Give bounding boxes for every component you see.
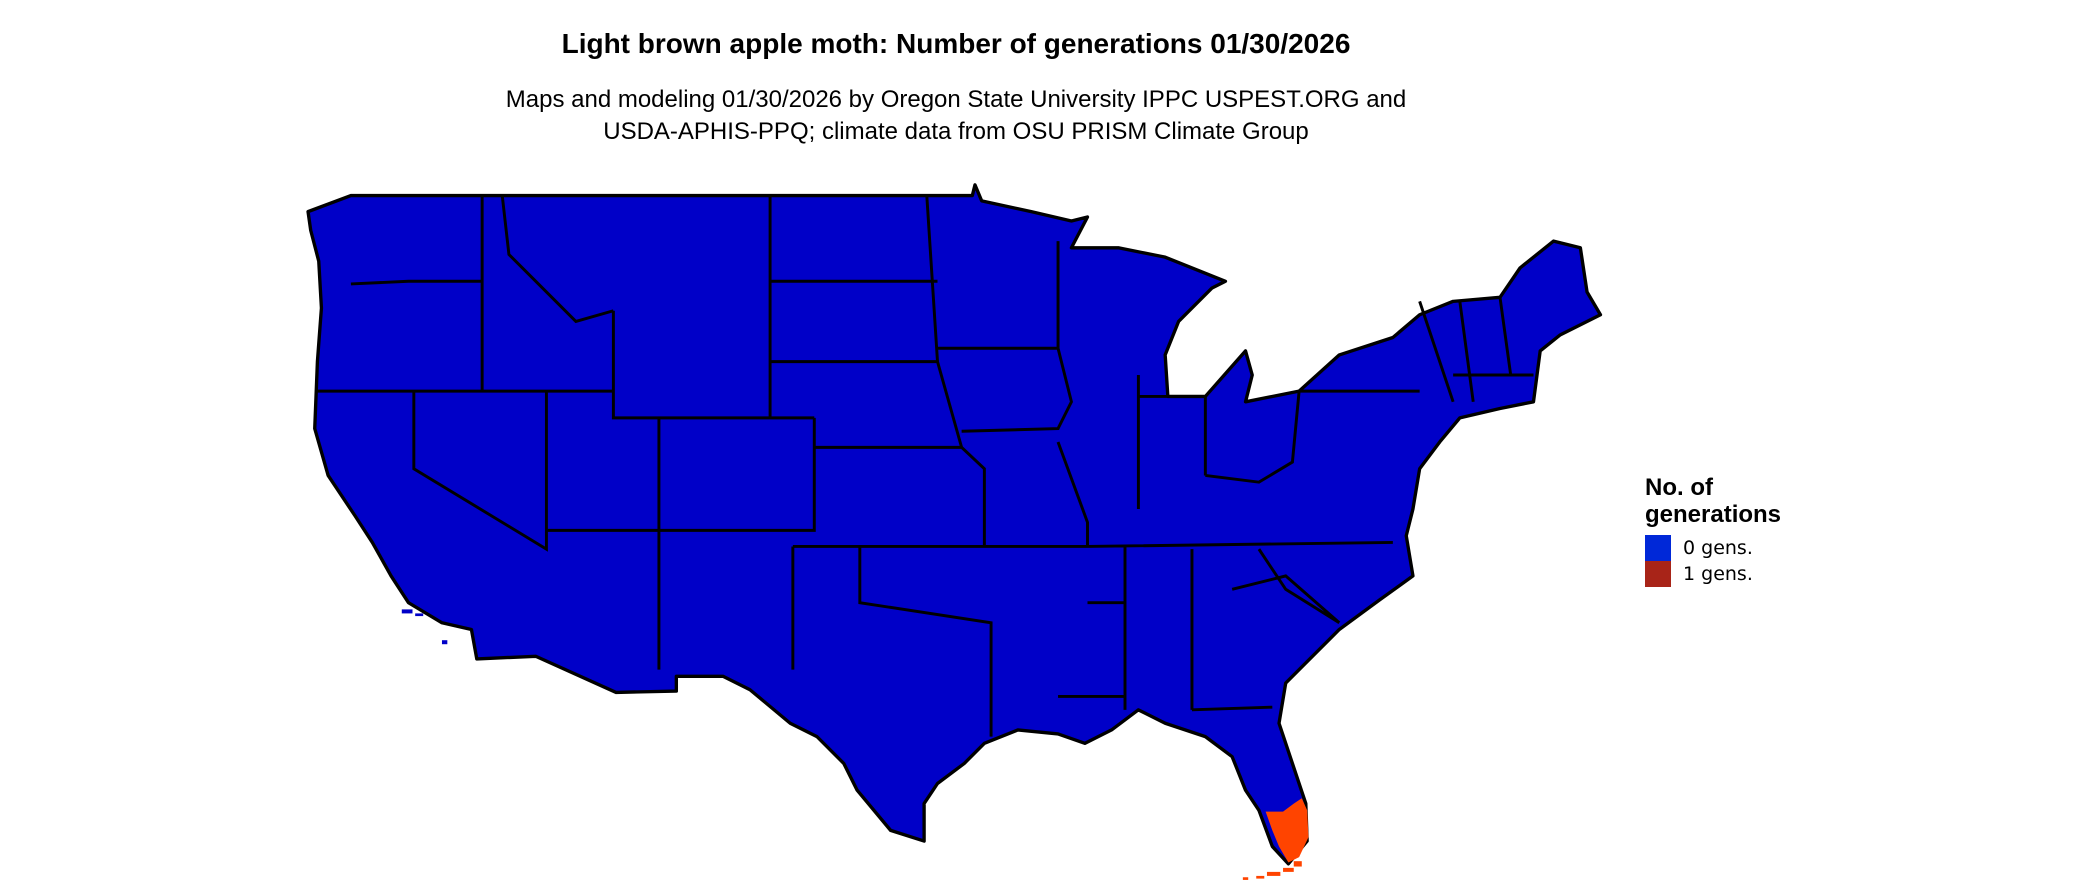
florida-keys [1242,861,1302,880]
legend-title: No. of generations [1645,474,1781,528]
legend-item-1-gens: 1 gens. [1645,561,1781,587]
channel-islands [401,609,448,645]
legend: No. of generations 0 gens. 1 gens. [1645,474,1781,587]
south-florida-one-gen-region [1265,798,1309,863]
legend-swatch-blue [1645,535,1671,561]
legend-swatch-red [1645,561,1671,587]
legend-label: 0 gens. [1683,537,1753,559]
conus-zero-gens-region [306,183,1603,866]
legend-label: 1 gens. [1683,563,1753,585]
legend-item-0-gens: 0 gens. [1645,535,1781,561]
map-title: Light brown apple moth: Number of genera… [561,28,1351,59]
state-borders [316,195,1534,737]
legend-title-line-1: No. of [1645,474,1713,501]
subtitle-line-1: Maps and modeling 01/30/2026 by Oregon S… [505,86,1407,113]
subtitle-line-2: USDA-APHIS-PPQ; climate data from OSU PR… [603,118,1309,145]
map-subtitle: Maps and modeling 01/30/2026 by Oregon S… [0,84,1912,148]
legend-title-line-2: generations [1645,501,1782,528]
